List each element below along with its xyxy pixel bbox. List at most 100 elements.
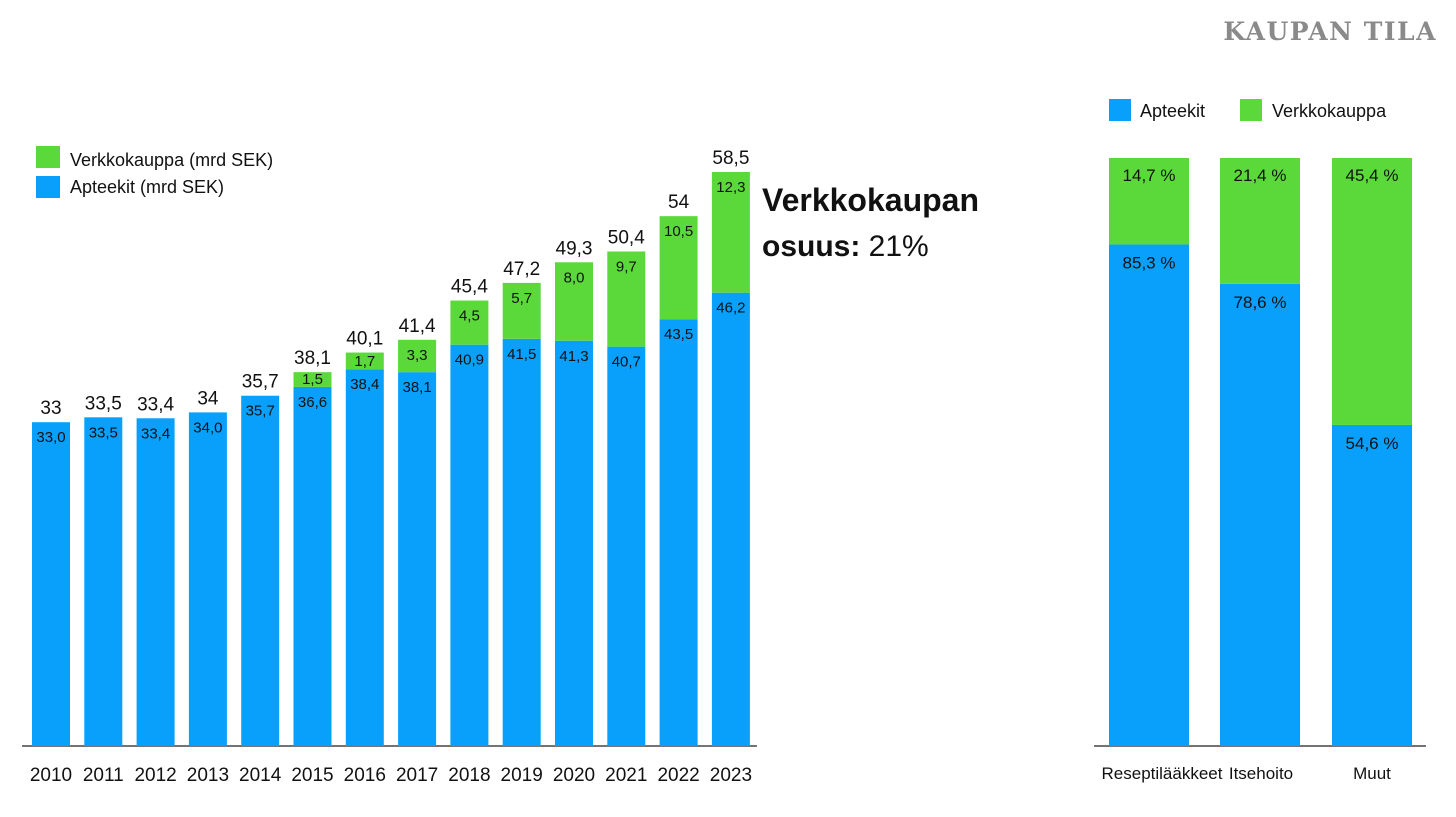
total-label: 33,4 [137, 394, 174, 415]
data-label-verkkokauppa: 5,7 [511, 290, 532, 307]
total-label: 35,7 [242, 372, 279, 393]
bar-verkkokauppa [711, 172, 750, 293]
legend-label-verkkokauppa: Verkkokauppa [1272, 101, 1387, 121]
bar-apteekit [136, 418, 175, 746]
x-tick-label: Itsehoito [1229, 764, 1293, 783]
bar-apteekit-share [1109, 244, 1189, 746]
data-label-verkkokauppa: 3,3 [407, 347, 428, 364]
x-tick-label: 2015 [291, 765, 333, 786]
bar-verkkokauppa [607, 251, 646, 347]
x-tick-label: 2010 [30, 765, 72, 786]
data-label-apteekit: 36,6 [298, 394, 327, 411]
x-tick-label: 2014 [239, 765, 282, 786]
x-tick-label: 2020 [553, 765, 595, 786]
data-label-apteekit: 41,3 [559, 348, 588, 365]
data-label-verkkokauppa: 8,0 [564, 269, 585, 286]
yearly-sales-chart: 33,0 33 2010 33,5 33,5 2011 33,4 33,4 2012 34,0 34… [22, 146, 979, 786]
annotation-line1: Verkkokaupan [762, 182, 979, 218]
data-label-apteekit: 40,7 [612, 354, 641, 371]
bar-apteekit [659, 319, 698, 746]
data-label-verkkokauppa-share: 14,7 % [1123, 166, 1176, 185]
bar-verkkokauppa-share [1109, 158, 1189, 245]
legend-label-apteekit: Apteekit (mrd SEK) [70, 177, 224, 197]
bar-verkkokauppa [555, 262, 593, 341]
bar-apteekit [607, 346, 646, 746]
annotation-share-value: 21% [869, 230, 929, 263]
data-label-verkkokauppa: 12,3 [716, 179, 745, 196]
annotation-line2: osuus: 21% [762, 230, 929, 263]
total-label: 33 [40, 398, 61, 419]
data-label-apteekit: 38,1 [402, 379, 431, 396]
bar-verkkokauppa [398, 339, 437, 373]
data-label-apteekit: 33,5 [89, 424, 118, 441]
total-label: 58,5 [712, 148, 749, 169]
x-tick-label: 2019 [501, 765, 543, 786]
bar-apteekit-share [1332, 424, 1412, 746]
bar-apteekit [32, 422, 70, 746]
x-tick-label: Muut [1353, 764, 1391, 783]
bar-apteekit [293, 386, 332, 746]
bar-apteekit [450, 344, 489, 746]
data-label-verkkokauppa-share: 21,4 % [1234, 166, 1287, 185]
data-label-apteekit: 41,5 [507, 346, 536, 363]
legend-label-apteekit: Apteekit [1140, 101, 1205, 121]
bar-apteekit-share [1220, 283, 1300, 746]
bar-apteekit [502, 338, 541, 746]
annotation-share-label: osuus: [762, 230, 869, 263]
legend-label-verkkokauppa: Verkkokauppa (mrd SEK) [70, 150, 273, 170]
brand-logo-text: KAUPAN TILA [1223, 17, 1437, 46]
total-label: 47,2 [503, 259, 540, 280]
bar-verkkokauppa-share [1332, 158, 1412, 425]
data-label-verkkokauppa: 1,5 [302, 371, 323, 388]
bar-verkkokauppa-share [1220, 158, 1300, 284]
bar-apteekit [555, 340, 593, 746]
category-share-chart: 14,7 % 85,3 % 21,4 % 78,6 % 45,4 % 54,6 % Rese… [1094, 99, 1426, 783]
data-label-verkkokauppa: 1,7 [354, 353, 375, 370]
data-label-apteekit: 34,0 [193, 419, 222, 436]
x-tick-label: 2021 [605, 765, 647, 786]
data-label-apteekit: 33,4 [141, 425, 170, 442]
bar-verkkokauppa [450, 300, 489, 345]
x-tick-label: 2012 [134, 765, 176, 786]
legend-swatch-apteekit [1109, 99, 1131, 121]
data-label-apteekit: 46,2 [716, 300, 745, 317]
total-label: 49,3 [556, 238, 593, 259]
total-label: 34 [197, 388, 219, 409]
data-label-verkkokauppa: 9,7 [616, 258, 637, 275]
data-label-verkkokauppa: 10,5 [664, 223, 693, 240]
legend-swatch-verkkokauppa [1240, 99, 1262, 121]
data-label-apteekit: 35,7 [246, 403, 275, 420]
total-label: 54 [668, 192, 690, 213]
bar-apteekit [241, 395, 280, 746]
bar-apteekit [398, 372, 437, 746]
total-label: 38,1 [294, 348, 331, 369]
data-label-verkkokauppa-share: 45,4 % [1346, 166, 1399, 185]
data-label-apteekit-share: 85,3 % [1123, 253, 1176, 272]
bar-apteekit [345, 369, 384, 746]
data-label-verkkokauppa: 4,5 [459, 308, 480, 325]
bar-verkkokauppa [345, 352, 384, 370]
data-label-apteekit: 40,9 [455, 352, 484, 369]
x-tick-label: 2023 [710, 765, 752, 786]
bar-verkkokauppa [502, 282, 541, 339]
data-label-apteekit: 33,0 [36, 429, 65, 446]
bar-apteekit [188, 412, 227, 746]
legend-swatch-verkkokauppa [36, 146, 60, 168]
total-label: 50,4 [608, 227, 645, 248]
data-label-apteekit: 43,5 [664, 326, 693, 343]
bar-verkkokauppa [293, 372, 332, 387]
x-tick-label: 2022 [657, 765, 699, 786]
total-label: 45,4 [451, 277, 488, 298]
x-tick-label: 2018 [448, 765, 490, 786]
bar-apteekit [711, 292, 750, 746]
data-label-apteekit-share: 78,6 % [1234, 293, 1287, 312]
total-label: 40,1 [346, 329, 383, 350]
legend-swatch-apteekit [36, 176, 60, 198]
total-label: 33,5 [85, 393, 122, 414]
x-tick-label: 2016 [344, 765, 386, 786]
total-label: 41,4 [399, 316, 436, 337]
x-tick-label: 2013 [187, 765, 229, 786]
data-label-apteekit: 38,4 [350, 376, 379, 393]
x-tick-label: Reseptilääkkeet [1102, 764, 1223, 783]
